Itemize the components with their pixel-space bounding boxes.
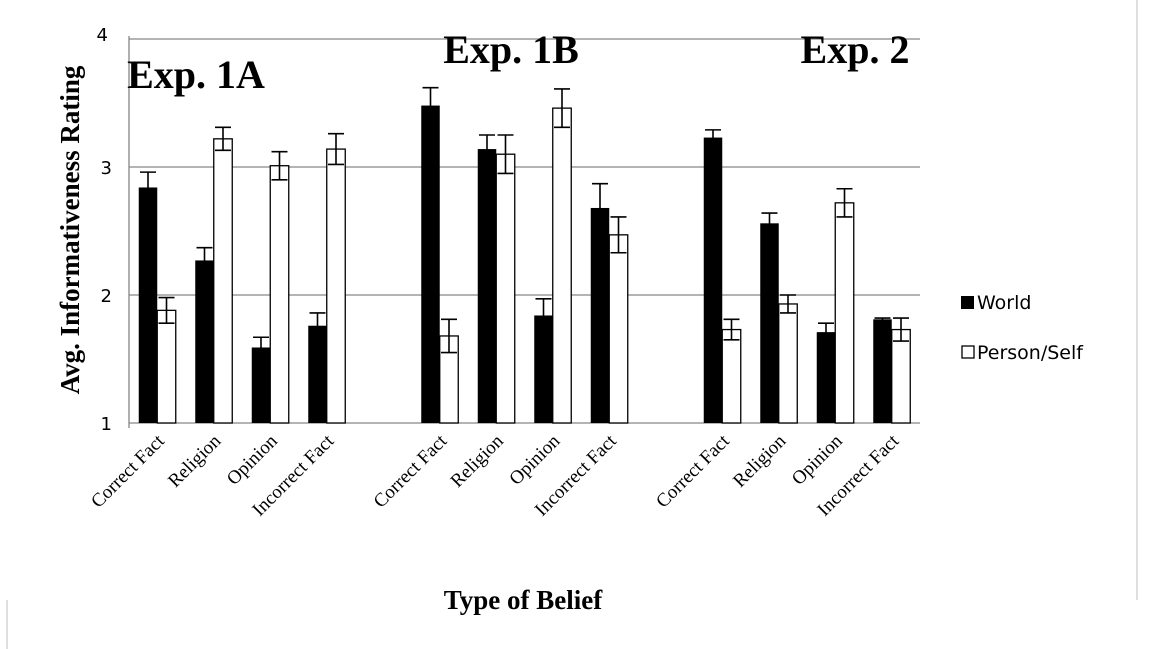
bar-world-1-3 (590, 207, 610, 423)
bar-person-self-1-1 (495, 153, 516, 424)
panel-label: Exp. 2 (801, 27, 910, 72)
bar-world-0-2 (251, 347, 271, 423)
bar-person-self-2-1 (778, 303, 798, 424)
bar-world-2-0 (703, 137, 723, 423)
error-bar (761, 212, 778, 235)
error-bar (215, 126, 231, 152)
error-bar (441, 318, 457, 354)
bar-world-1-0 (421, 105, 440, 423)
bar-world-2-2 (816, 332, 836, 423)
bar-person-self-2-2 (834, 202, 855, 424)
y-tick-label: 1 (101, 414, 112, 435)
category-label: Religion (729, 430, 790, 491)
error-bar (497, 134, 514, 175)
bar-person-self-1-3 (608, 234, 629, 424)
bar-world-1-2 (534, 315, 553, 423)
legend-label-person-self: Person/Self (977, 342, 1084, 364)
panel-labels: Exp. 1A Exp. 1B Exp. 2 (127, 27, 909, 97)
panel-label: Exp. 1A (127, 52, 265, 97)
y-axis-title: Avg. Informativeness Rating (55, 65, 85, 394)
error-bar (535, 298, 552, 333)
bar-person-self-2-3 (891, 328, 911, 424)
error-bar (610, 216, 627, 254)
bar-person-self-2-0 (721, 328, 742, 424)
y-tick-label: 2 (101, 286, 112, 307)
error-bar (818, 322, 834, 342)
error-bar (422, 86, 439, 125)
legend-swatch-world (961, 296, 974, 309)
error-bar (196, 246, 213, 275)
bar-world-2-3 (873, 319, 892, 423)
legend-label-world: World (977, 292, 1031, 314)
bar-world-0-3 (308, 325, 327, 423)
error-bar (309, 312, 326, 340)
y-tick-label: 4 (97, 25, 108, 46)
bar-world-0-1 (195, 260, 214, 423)
error-bar (723, 318, 740, 341)
error-bar (780, 294, 796, 314)
y-tick-label: 3 (101, 158, 112, 179)
error-bar (158, 296, 175, 324)
bar-world-2-1 (760, 223, 779, 423)
error-bar (271, 150, 288, 181)
error-bar (705, 129, 721, 147)
bar-person-self-0-0 (156, 309, 177, 424)
error-bar (592, 182, 608, 234)
bar-world-0-0 (138, 187, 158, 423)
bars (138, 86, 911, 424)
bar-person-self-0-1 (213, 138, 233, 424)
bar-person-self-0-3 (326, 148, 346, 424)
error-bar (836, 187, 853, 218)
bar-person-self-0-2 (269, 165, 290, 424)
bar-world-1-1 (477, 149, 497, 423)
category-label: Correct Fact (370, 430, 452, 512)
y-tick-labels: 1 2 3 4 (97, 25, 112, 435)
category-label: Religion (447, 430, 508, 491)
error-bar (554, 88, 570, 129)
legend: World Person/Self (961, 292, 1084, 364)
category-label: Correct Fact (652, 430, 734, 512)
panel-label: Exp. 1B (443, 27, 579, 72)
error-bar (328, 132, 344, 166)
error-bar (253, 336, 269, 359)
category-label: Religion (164, 430, 225, 491)
error-bar (140, 171, 156, 204)
bar-person-self-1-2 (552, 107, 572, 424)
legend-swatch-person-self (961, 345, 975, 359)
error-bar (874, 317, 891, 322)
error-bar (479, 134, 495, 164)
x-axis-title: Type of Belief (444, 585, 603, 615)
error-bar (893, 317, 909, 342)
category-label: Correct Fact (87, 430, 169, 512)
